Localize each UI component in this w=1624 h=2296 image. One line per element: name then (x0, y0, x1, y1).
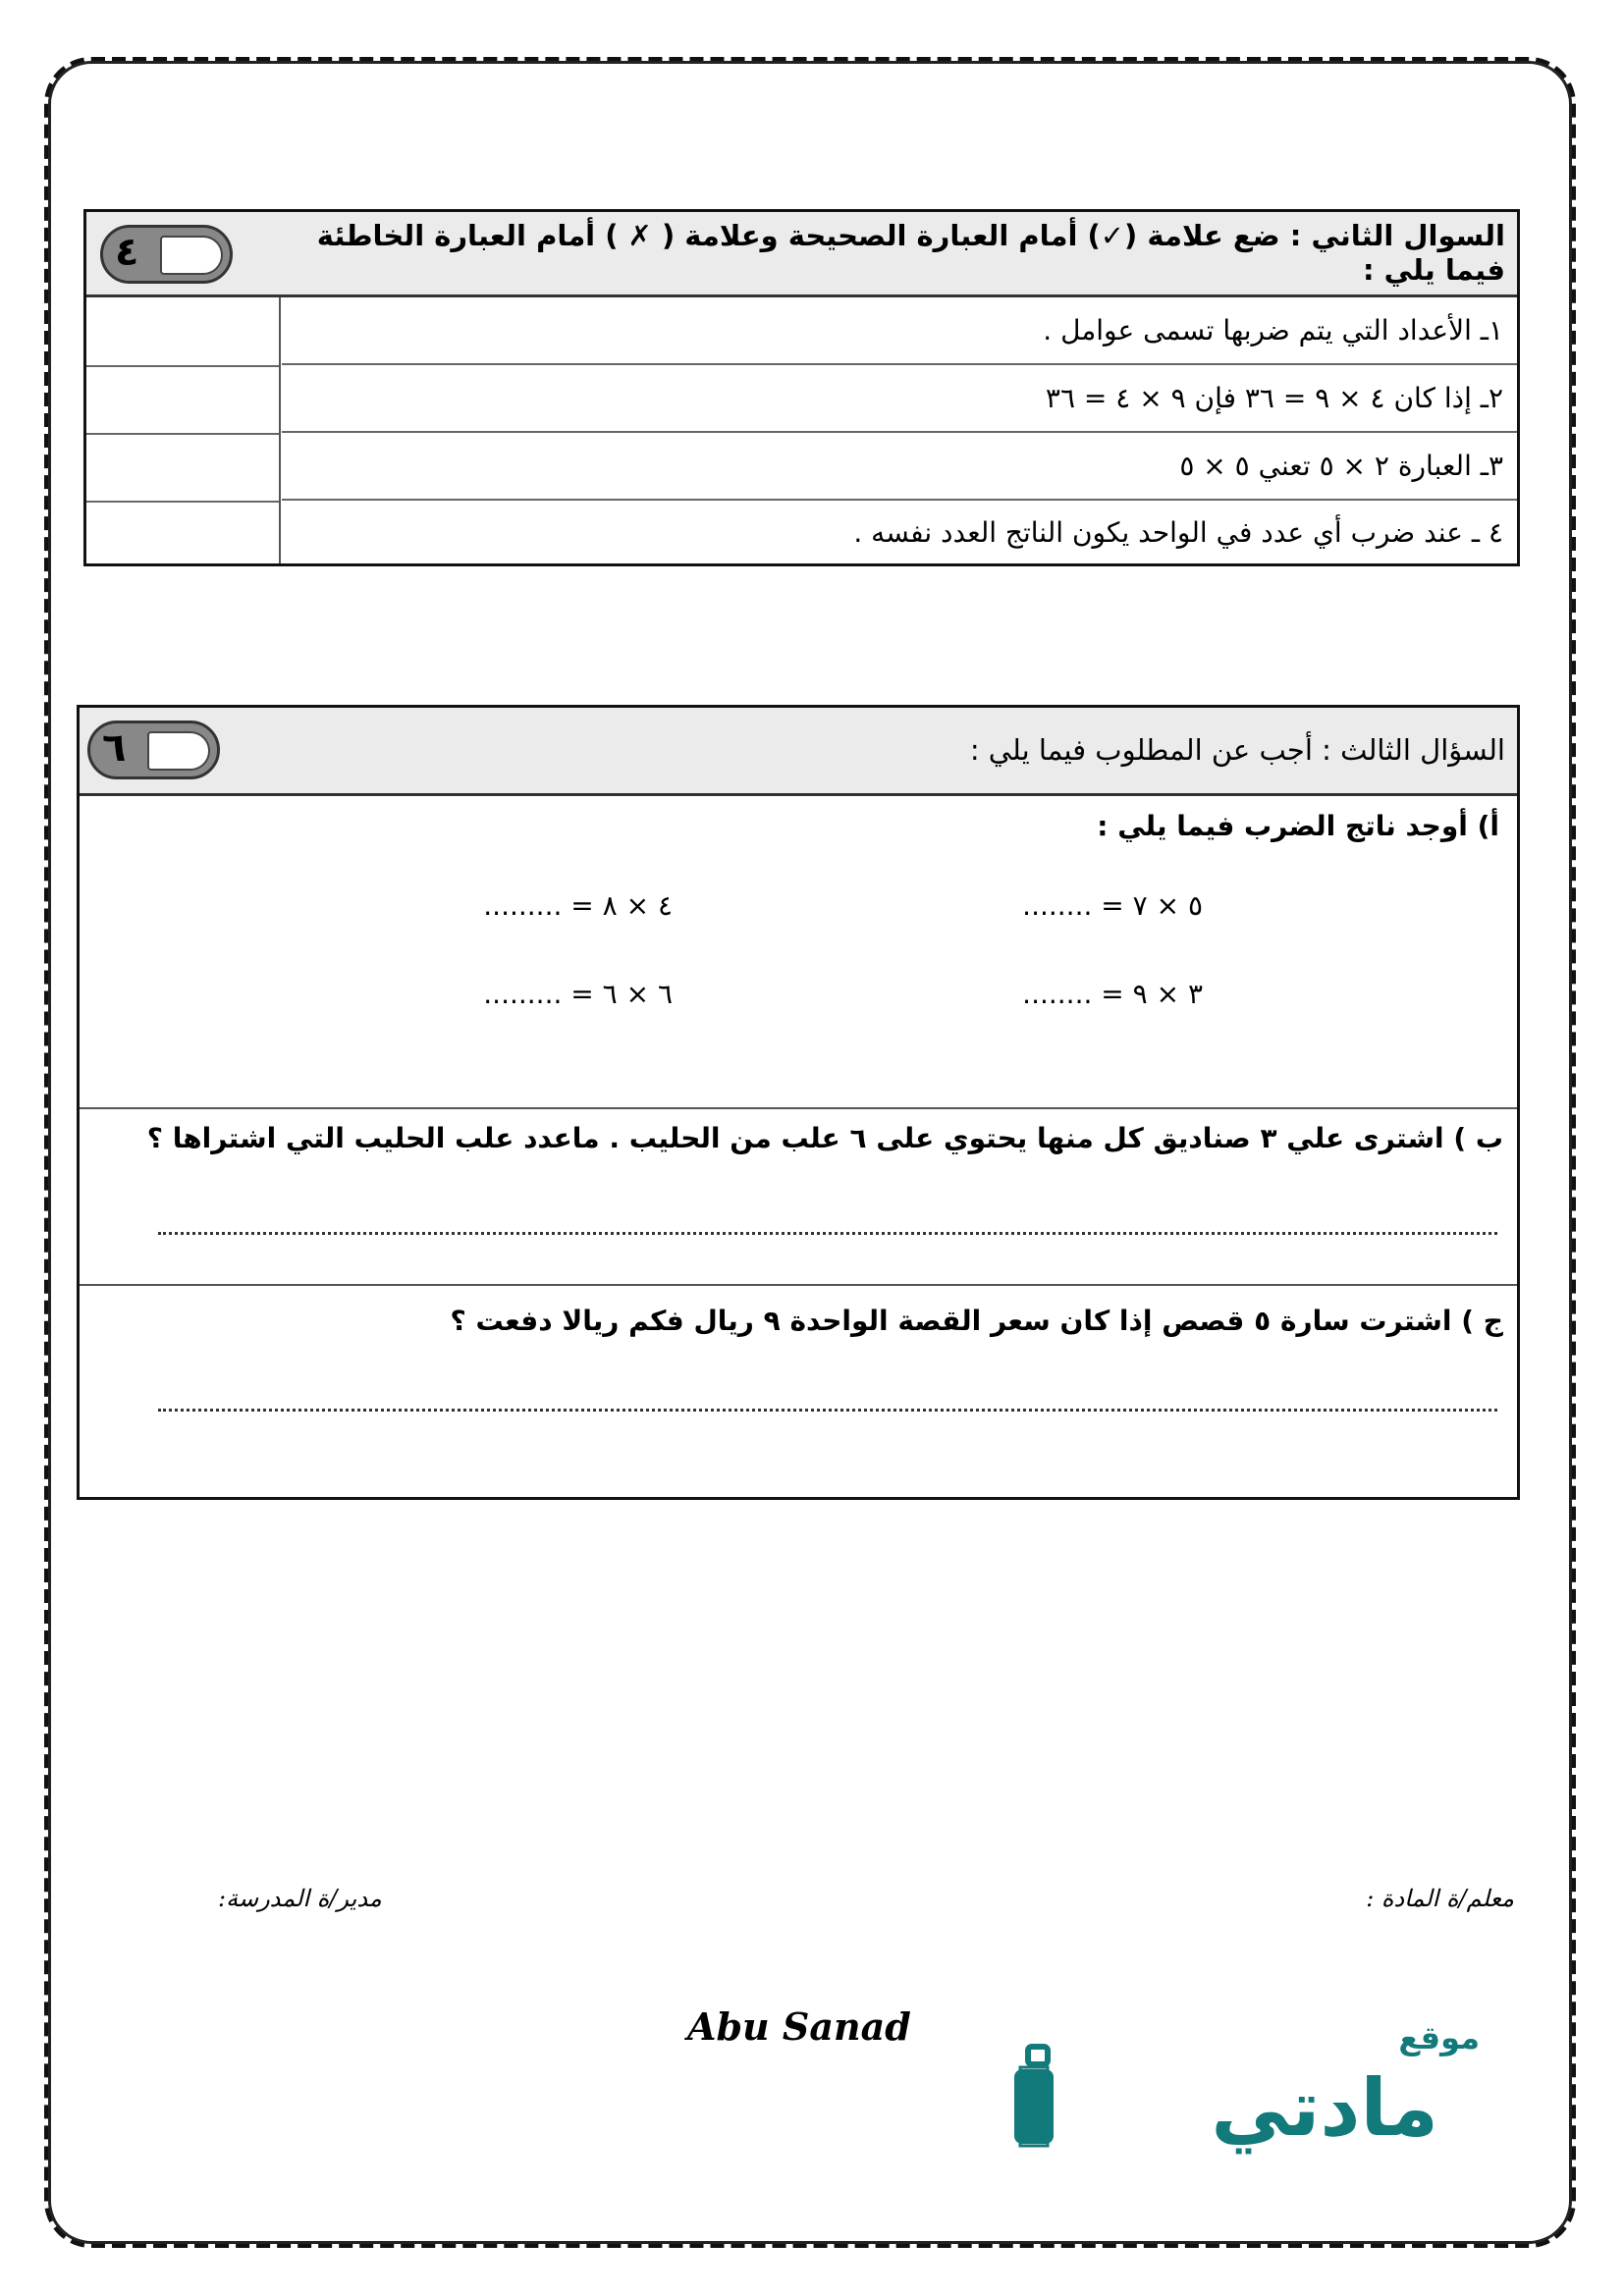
statement-text: ١ـ الأعداد التي يتم ضربها تسمى عوامل . (1043, 314, 1503, 347)
part-c: ج ) اشترت سارة ٥ قصص إذا كان سعر القصة ا… (80, 1286, 1517, 1497)
part-b: ب ) اشترى علي ٣ صناديق كل منها يحتوي على… (80, 1109, 1517, 1286)
column-divider (279, 297, 281, 563)
site-logo: موقع مادتي (1006, 2022, 1497, 2169)
question-3-header: السؤال الثالث : أجب عن المطلوب فيما يلي … (80, 708, 1517, 796)
score-badge: ٦ (87, 721, 220, 779)
page-border-inner (48, 61, 1572, 2244)
question-2-header: السوال الثاني : ضع علامة (✓) أمام العبار… (86, 212, 1517, 297)
equation: ٥ × ٧ = ........ (1022, 889, 1203, 922)
statement-row: ٣ـ العبارة ٢ × ٥ تعني ٥ × ٥ (282, 433, 1517, 501)
logo-small-text: موقع (1398, 2019, 1480, 2056)
part-a-label: أ) أوجد ناتج الضرب فيما يلي : (1097, 810, 1499, 842)
part-b-question: ب ) اشترى علي ٣ صناديق كل منها يحتوي على… (146, 1122, 1503, 1154)
part-c-question: ج ) اشترت سارة ٥ قصص إذا كان سعر القصة ا… (450, 1305, 1504, 1337)
score-value: ٤ (115, 230, 139, 275)
answer-line[interactable] (158, 1232, 1497, 1235)
part-a: أ) أوجد ناتج الضرب فيما يلي : ٥ × ٧ = ..… (80, 796, 1517, 1109)
statement-text: ٣ـ العبارة ٢ × ٥ تعني ٥ × ٥ (1179, 450, 1503, 482)
equation: ٣ × ٩ = ........ (1022, 978, 1203, 1010)
statement-row: ٢ـ إذا كان ٤ × ٩ = ٣٦ فإن ٩ × ٤ = ٣٦ (282, 365, 1517, 433)
statement-text: ٢ـ إذا كان ٤ × ٩ = ٣٦ فإن ٩ × ٤ = ٣٦ (1045, 382, 1503, 414)
row-divider (86, 433, 279, 435)
question-2-title: السوال الثاني : ضع علامة (✓) أمام العبار… (316, 219, 1505, 287)
score-value: ٦ (102, 725, 127, 771)
row-divider (86, 365, 279, 367)
question-2-table: السوال الثاني : ضع علامة (✓) أمام العبار… (83, 209, 1520, 566)
statement-text: ٤ ـ عند ضرب أي عدد في الواحد يكون الناتج… (853, 515, 1503, 549)
equation: ٤ × ٨ = ......... (483, 889, 673, 922)
author-name: Abu Sanad (687, 2004, 911, 2049)
teacher-signature-label: معلم/ة المادة : (1366, 1885, 1514, 1912)
principal-signature-label: مدير/ة المدرسة: (218, 1885, 382, 1912)
statement-row: ٤ ـ عند ضرب أي عدد في الواحد يكون الناتج… (282, 501, 1517, 563)
row-divider (86, 501, 279, 503)
equation: ٦ × ٦ = ......... (483, 978, 673, 1010)
page-border (44, 57, 1576, 2248)
briefcase-books-icon (1014, 2044, 1054, 2148)
score-badge: ٤ (100, 225, 233, 284)
question-3-title: السؤال الثالث : أجب عن المطلوب فيما يلي … (969, 733, 1505, 768)
statement-row: ١ـ الأعداد التي يتم ضربها تسمى عوامل . (282, 297, 1517, 365)
question-3-table: السؤال الثالث : أجب عن المطلوب فيما يلي … (77, 705, 1520, 1500)
answer-line[interactable] (158, 1409, 1497, 1412)
logo-main-text: مادتي (1211, 2062, 1438, 2154)
